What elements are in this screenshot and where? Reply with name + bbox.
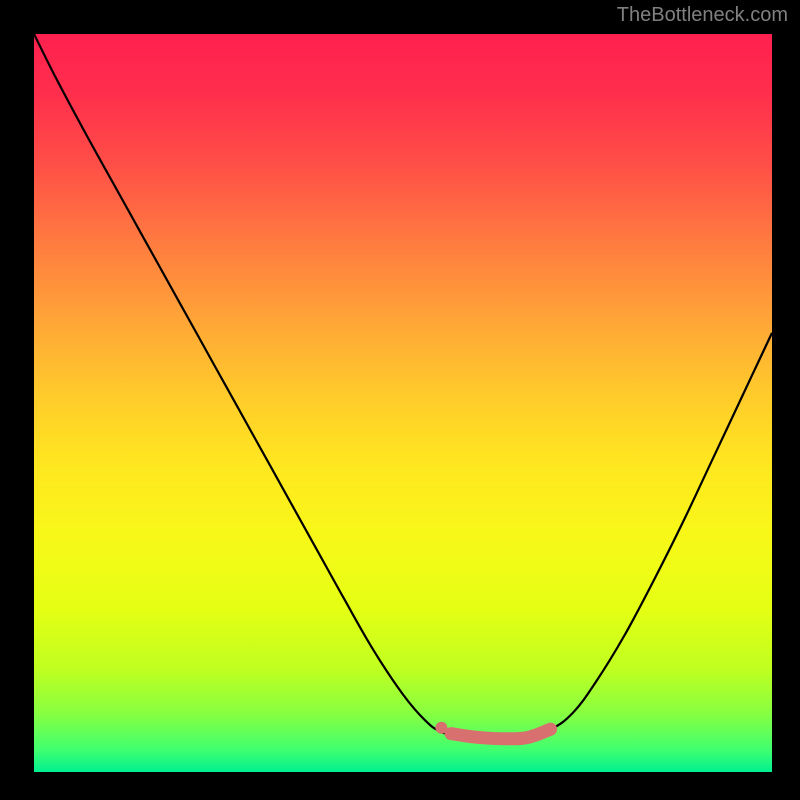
chart-plot-area: [34, 34, 772, 772]
accent-dot: [435, 722, 447, 734]
accent-segment: [451, 729, 551, 739]
v-curve-line: [34, 34, 772, 739]
watermark-text: TheBottleneck.com: [617, 4, 788, 27]
chart-curves: [34, 34, 772, 772]
